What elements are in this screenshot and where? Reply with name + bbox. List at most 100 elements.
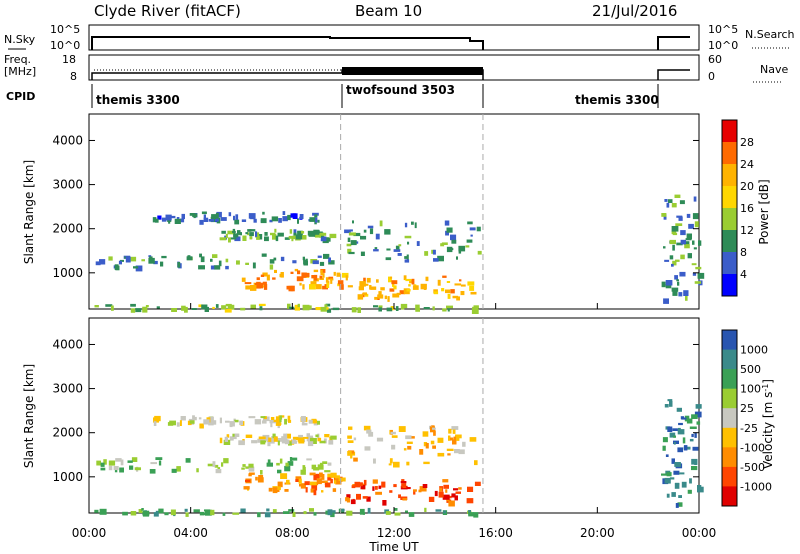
- heatmap-cell: [335, 475, 340, 479]
- heatmap-cell: [336, 272, 341, 277]
- heatmap-cell: [357, 307, 361, 313]
- heatmap-cell: [693, 196, 697, 202]
- heatmap-cell: [308, 231, 316, 237]
- heatmap-cell: [315, 217, 318, 223]
- colorbar-swatch: [722, 120, 737, 143]
- heatmap-cell: [686, 213, 691, 218]
- heatmap-cell: [221, 462, 224, 467]
- heatmap-cell: [193, 509, 200, 513]
- colorbar-tick-label: 4: [740, 268, 747, 281]
- colorbar-swatch: [722, 349, 737, 370]
- heatmap-cell: [347, 248, 352, 254]
- power-heatmap: [88, 113, 705, 314]
- heatmap-cell: [283, 433, 288, 439]
- x-axis-label: Time UT: [368, 540, 419, 554]
- heatmap-cell: [256, 235, 260, 240]
- heatmap-cell: [378, 291, 382, 297]
- heatmap-cell: [201, 211, 207, 215]
- heatmap-cell: [663, 298, 669, 304]
- heatmap-cell: [141, 508, 144, 511]
- heatmap-cell: [671, 230, 677, 235]
- heatmap-cell: [304, 481, 310, 486]
- heatmap-cell: [471, 308, 479, 314]
- heatmap-cell: [177, 262, 181, 268]
- heatmap-cell: [313, 422, 318, 426]
- heatmap-cell: [326, 307, 329, 310]
- colorbar-swatch: [722, 230, 737, 253]
- heatmap-cell: [674, 483, 680, 489]
- heatmap-cell: [189, 420, 195, 424]
- heatmap-cell: [373, 249, 379, 252]
- heatmap-cell: [435, 509, 442, 512]
- heatmap-cell: [261, 253, 267, 257]
- heatmap-cell: [269, 439, 275, 444]
- heatmap-cell: [373, 458, 376, 464]
- heatmap-cell: [196, 468, 199, 473]
- heatmap-cell: [440, 243, 445, 247]
- colorbar-swatch: [722, 164, 737, 187]
- heatmap-cell: [337, 477, 341, 481]
- nave-label: Nave: [760, 63, 788, 76]
- heatmap-cell: [470, 234, 473, 237]
- heatmap-cell: [245, 434, 253, 438]
- heatmap-cell: [272, 233, 277, 240]
- heatmap-cell: [224, 436, 228, 442]
- heatmap-cell: [317, 420, 320, 425]
- heatmap-cell: [351, 485, 356, 489]
- heatmap-cell: [424, 251, 429, 256]
- heatmap-cell: [661, 213, 667, 217]
- heatmap-cell: [681, 481, 687, 488]
- heatmap-cell: [330, 435, 337, 440]
- heatmap-cell: [281, 441, 287, 444]
- heatmap-cell: [259, 282, 263, 289]
- heatmap-cell: [296, 276, 304, 282]
- heatmap-cell: [277, 232, 284, 237]
- velocity-colorbar-label-main: Velocity [m s: [761, 392, 775, 469]
- heatmap-cell: [679, 271, 686, 277]
- heatmap-cell: [308, 419, 313, 424]
- heatmap-cell: [467, 281, 475, 286]
- heatmap-cell: [266, 508, 270, 512]
- heatmap-cell: [687, 489, 692, 494]
- heatmap-cell: [210, 216, 218, 223]
- heatmap-cell: [218, 260, 222, 267]
- heatmap-cell: [274, 228, 277, 233]
- heatmap-cell: [697, 272, 705, 279]
- heatmap-cell: [226, 434, 230, 438]
- heatmap-cell: [324, 470, 331, 473]
- heatmap-cell: [672, 290, 678, 296]
- heatmap-cell: [295, 479, 302, 482]
- heatmap-cell: [193, 215, 196, 219]
- heatmap-cell: [467, 486, 474, 492]
- heatmap-cell: [351, 307, 357, 313]
- heatmap-cell: [314, 233, 321, 238]
- heatmap-cell: [284, 489, 289, 492]
- heatmap-cell: [385, 257, 392, 261]
- heatmap-cell: [240, 307, 246, 311]
- heatmap-cell: [677, 427, 681, 432]
- heatmap-cell: [275, 235, 279, 242]
- heatmap-cell: [348, 251, 355, 255]
- heatmap-cell: [244, 282, 252, 285]
- heatmap-cell: [184, 508, 188, 512]
- heatmap-cell: [249, 232, 254, 237]
- heatmap-cell: [273, 436, 278, 442]
- heatmap-cell: [452, 429, 456, 434]
- heatmap-cell: [434, 490, 438, 497]
- heatmap-cell: [176, 422, 180, 427]
- heatmap-cell: [301, 231, 305, 234]
- heatmap-cell: [671, 492, 676, 497]
- heatmap-cell: [249, 472, 255, 475]
- heatmap-cell: [394, 512, 401, 516]
- colorbar-swatch: [722, 142, 737, 165]
- heatmap-cell: [688, 223, 694, 229]
- heatmap-cell: [158, 508, 164, 514]
- heatmap-cell: [198, 304, 203, 308]
- heatmap-cell: [447, 293, 451, 299]
- freq-tick-bottom: 8: [70, 70, 77, 83]
- heatmap-cell: [382, 500, 387, 506]
- heatmap-cell: [279, 273, 284, 278]
- heatmap-cell: [442, 308, 447, 312]
- heatmap-cell: [207, 463, 214, 467]
- heatmap-cell: [114, 468, 118, 473]
